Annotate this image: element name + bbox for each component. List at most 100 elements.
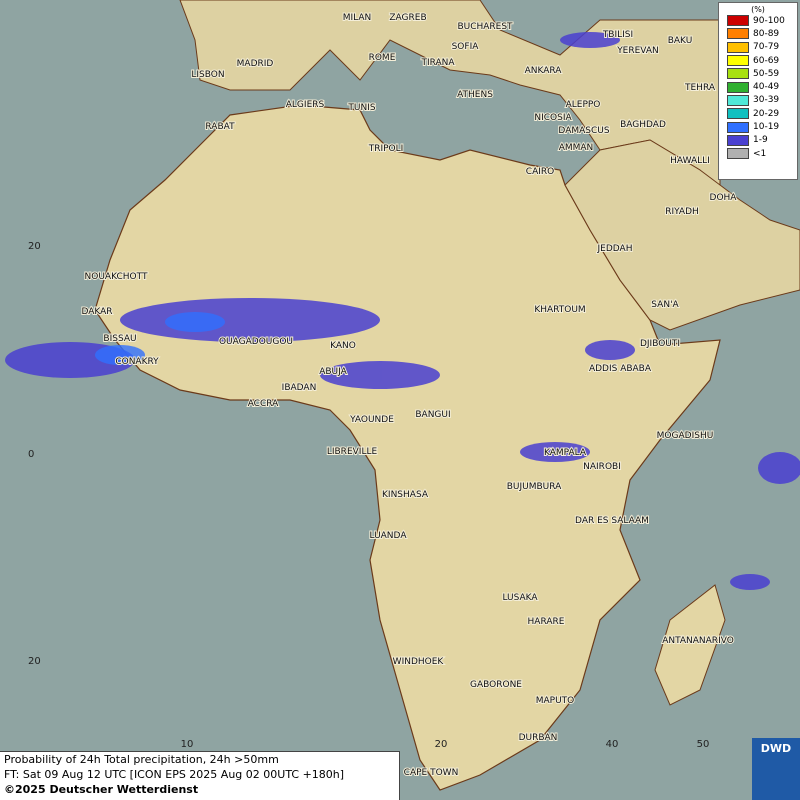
city-label: DAR ES SALAAM <box>575 516 649 526</box>
graticule-labels: 20 0 20 10 20 40 50 <box>28 241 709 750</box>
legend-label: 40-49 <box>753 82 780 93</box>
legend-swatch <box>727 94 749 106</box>
city-label: BUCHAREST <box>457 22 513 32</box>
precip-area <box>320 361 440 389</box>
legend-item: 1-9 <box>719 134 797 147</box>
legend-label: 30-39 <box>753 95 780 106</box>
legend-label: 60-69 <box>753 55 780 66</box>
legend-label: 90-100 <box>753 15 785 26</box>
legend-swatch <box>727 28 749 40</box>
legend-swatch <box>727 68 749 80</box>
city-label: MOGADISHU <box>657 431 714 441</box>
precip-area <box>520 442 590 462</box>
legend-swatch <box>727 108 749 120</box>
city-label: KHARTOUM <box>534 305 585 315</box>
africa <box>94 104 721 791</box>
city-label: RIYADH <box>665 207 699 217</box>
city-label: KINSHASA <box>382 490 429 500</box>
city-label: LISBON <box>191 70 224 80</box>
city-label: TBILISI <box>602 30 633 40</box>
legend-label: 80-89 <box>753 28 780 39</box>
city-label: LUANDA <box>370 531 408 541</box>
city-label: DAMASCUS <box>558 126 609 136</box>
city-label: BANGUI <box>415 410 450 420</box>
city-label: ROME <box>369 53 396 63</box>
footer-line: FT: Sat 09 Aug 12 UTC [ICON EPS 2025 Aug… <box>4 768 345 781</box>
legend-item: 90-100 <box>719 14 797 27</box>
city-label: NAIROBI <box>583 462 621 472</box>
city-label: ANTANANARIVO <box>662 636 734 646</box>
city-label: MADRID <box>237 59 274 69</box>
lon-label: 40 <box>606 739 619 750</box>
legend-item: 60-69 <box>719 54 797 67</box>
lon-label: 20 <box>435 739 448 750</box>
city-label: LUSAKA <box>502 593 538 603</box>
legend-swatch <box>727 41 749 53</box>
city-label: ANKARA <box>525 66 563 76</box>
precip-area <box>758 452 800 484</box>
city-label: TRIPOLI <box>368 144 404 154</box>
city-label: AMMAN <box>559 143 594 153</box>
city-label: GABORONE <box>470 680 522 690</box>
legend-item: 10-19 <box>719 120 797 133</box>
footer: Probability of 24h Total precipitation, … <box>0 751 400 800</box>
lat-label: 20 <box>28 241 41 252</box>
city-label: CONAKRY <box>115 357 159 367</box>
city-label: MILAN <box>343 13 372 23</box>
city-label: JEDDAH <box>597 244 633 254</box>
legend-item: 80-89 <box>719 27 797 40</box>
city-label: TIRANA <box>420 58 455 68</box>
legend-swatch <box>727 134 749 146</box>
city-label: ATHENS <box>457 90 493 100</box>
legend-label: 10-19 <box>753 122 780 133</box>
lon-label: 50 <box>697 739 710 750</box>
legend-item: 40-49 <box>719 80 797 93</box>
city-label: SOFIA <box>452 42 480 52</box>
city-label: TUNIS <box>347 103 375 113</box>
city-label: DURBAN <box>519 733 558 743</box>
city-labels: MILAN ZAGREB BUCHAREST TBILISI BAKU MADRID ROM… <box>80 12 738 779</box>
precip-area <box>560 32 620 48</box>
precip-high <box>95 312 225 365</box>
legend-label: 50-59 <box>753 68 780 79</box>
lon-label: 10 <box>181 739 194 750</box>
precip-area <box>585 340 635 360</box>
legend-item: 70-79 <box>719 41 797 54</box>
legend-label: 1-9 <box>753 135 768 146</box>
legend-swatch <box>727 148 749 160</box>
city-label: BAKU <box>668 36 693 46</box>
city-label: BUJUMBURA <box>507 482 562 492</box>
footer-line: Probability of 24h Total precipitation, … <box>4 753 279 766</box>
logo: DWD <box>752 738 800 800</box>
legend-swatch <box>727 81 749 93</box>
city-label: CAIRO <box>526 167 554 177</box>
legend-item: 20-29 <box>719 107 797 120</box>
arabia <box>564 139 800 331</box>
city-label: IBADAN <box>282 383 317 393</box>
legend-item: 30-39 <box>719 94 797 107</box>
city-label: CAPE TOWN <box>404 768 459 778</box>
city-label: OUAGADOUGOU <box>219 337 293 347</box>
city-label: BAGHDAD <box>620 120 666 130</box>
city-label: YEREVAN <box>616 46 659 56</box>
city-label: LIBREVILLE <box>327 447 378 457</box>
city-label: KANO <box>330 341 356 351</box>
legend-swatch <box>727 15 749 27</box>
legend-label: <1 <box>753 148 767 159</box>
city-label: ACCRA <box>248 399 279 409</box>
city-label: ZAGREB <box>389 13 426 23</box>
legend-item: 50-59 <box>719 67 797 80</box>
city-label: HAWALLI <box>670 156 710 166</box>
city-label: NOUAKCHOTT <box>85 272 148 282</box>
city-label: TEHRA <box>684 83 716 93</box>
legend-swatch <box>727 55 749 67</box>
legend-label: 70-79 <box>753 42 780 53</box>
legend-label: 20-29 <box>753 108 780 119</box>
precip-area <box>120 298 380 342</box>
city-label: RABAT <box>205 122 235 132</box>
city-label: WINDHOEK <box>393 657 445 667</box>
city-label: MAPUTO <box>536 696 575 706</box>
precip-area <box>165 312 225 332</box>
